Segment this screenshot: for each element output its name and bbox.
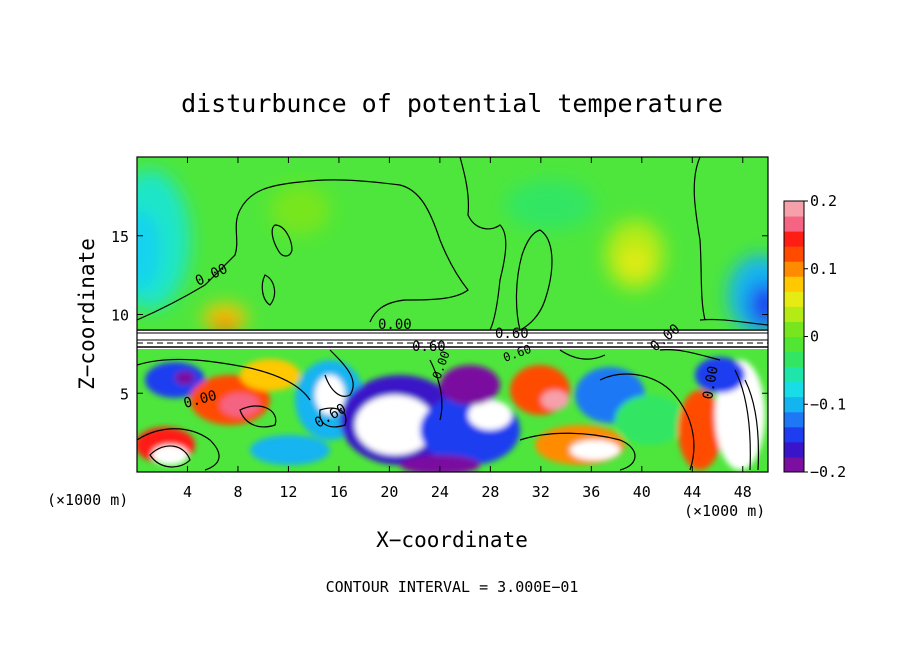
- colorbar-swatch: [784, 456, 804, 473]
- lower-field: [137, 349, 768, 472]
- contour-label: 0.60: [495, 326, 529, 342]
- colorbar-swatch: [784, 321, 804, 337]
- contour-label: 0.00: [700, 365, 722, 401]
- colorbar-tick-label: 0.2: [810, 192, 837, 210]
- x-tick-label: 32: [532, 483, 550, 501]
- colorbar-swatch: [784, 201, 804, 217]
- cool-region-left-core: [137, 210, 160, 290]
- inversion-band: [137, 329, 768, 349]
- green-patch-2: [505, 180, 595, 230]
- colorbar-swatch: [784, 276, 804, 292]
- colorbar-ticks: −0.2 −0.1 0 0.1 0.2: [804, 192, 846, 481]
- x-tick-label: 48: [734, 483, 752, 501]
- green-patch-1: [270, 185, 330, 235]
- chart-title: disturbunce of potential temperature: [181, 89, 723, 118]
- colorbar-swatch: [784, 231, 804, 247]
- cool-region-right-core: [749, 283, 768, 327]
- colorbar-swatch: [784, 426, 804, 443]
- y-tick-label: 10: [111, 307, 129, 325]
- x-tick-label: 24: [431, 483, 449, 501]
- x-tick-label: 16: [330, 483, 348, 501]
- colorbar-swatch: [784, 216, 804, 232]
- contour-label: 0.60: [412, 339, 446, 355]
- colorbar-swatch: [784, 351, 804, 368]
- y-axis: 5 10 15: [111, 228, 768, 403]
- x-units-right: (×1000 m): [684, 502, 765, 520]
- colorbar-swatch: [784, 261, 804, 277]
- x-tick-label: 44: [683, 483, 701, 501]
- plot-area: 0.00 0.00 0.60 0.60 0.60 0.00 0.00 0.00 …: [137, 157, 768, 472]
- y-tick-label: 15: [111, 228, 129, 246]
- x-tick-label: 36: [582, 483, 600, 501]
- colorbar-swatch: [784, 291, 804, 307]
- x-tick-label: 4: [183, 483, 192, 501]
- colorbar-swatch: [784, 396, 804, 413]
- x-tick-label: 8: [233, 483, 242, 501]
- y-axis-label: Z−coordinate: [75, 238, 99, 390]
- colorbar-tick-label: −0.2: [810, 463, 846, 481]
- warm-region-left-core: [213, 318, 237, 332]
- contour-interval-footer: CONTOUR INTERVAL = 3.000E−01: [326, 578, 579, 596]
- x-units-left: (×1000 m): [47, 491, 128, 509]
- colorbar-tick-label: 0.1: [810, 260, 837, 278]
- contour-label: 0.00: [378, 317, 412, 333]
- colorbar-swatch: [784, 381, 804, 398]
- x-tick-label: 12: [279, 483, 297, 501]
- colorbar-swatch: [784, 441, 804, 458]
- x-axis: 4 8 12 16 20 24 28 32 36 40 44 48: [183, 157, 752, 501]
- y-tick-label: 5: [120, 385, 129, 403]
- colorbar-tick-label: −0.1: [810, 395, 846, 413]
- x-tick-label: 28: [481, 483, 499, 501]
- colorbar-swatch: [784, 366, 804, 383]
- colorbar-swatch: [784, 306, 804, 322]
- colorbar-tick-label: 0: [810, 328, 819, 346]
- colorbar-swatch: [784, 246, 804, 262]
- contour-lines: [137, 157, 768, 471]
- x-tick-label: 20: [380, 483, 398, 501]
- x-tick-label: 40: [633, 483, 651, 501]
- colorbar-swatch: [784, 336, 804, 353]
- x-axis-label: X−coordinate: [376, 528, 528, 552]
- colorbar-swatch: [784, 411, 804, 428]
- upper-field: [137, 170, 768, 335]
- yellow-region-center-core: [621, 248, 649, 276]
- colorbar: [784, 201, 804, 473]
